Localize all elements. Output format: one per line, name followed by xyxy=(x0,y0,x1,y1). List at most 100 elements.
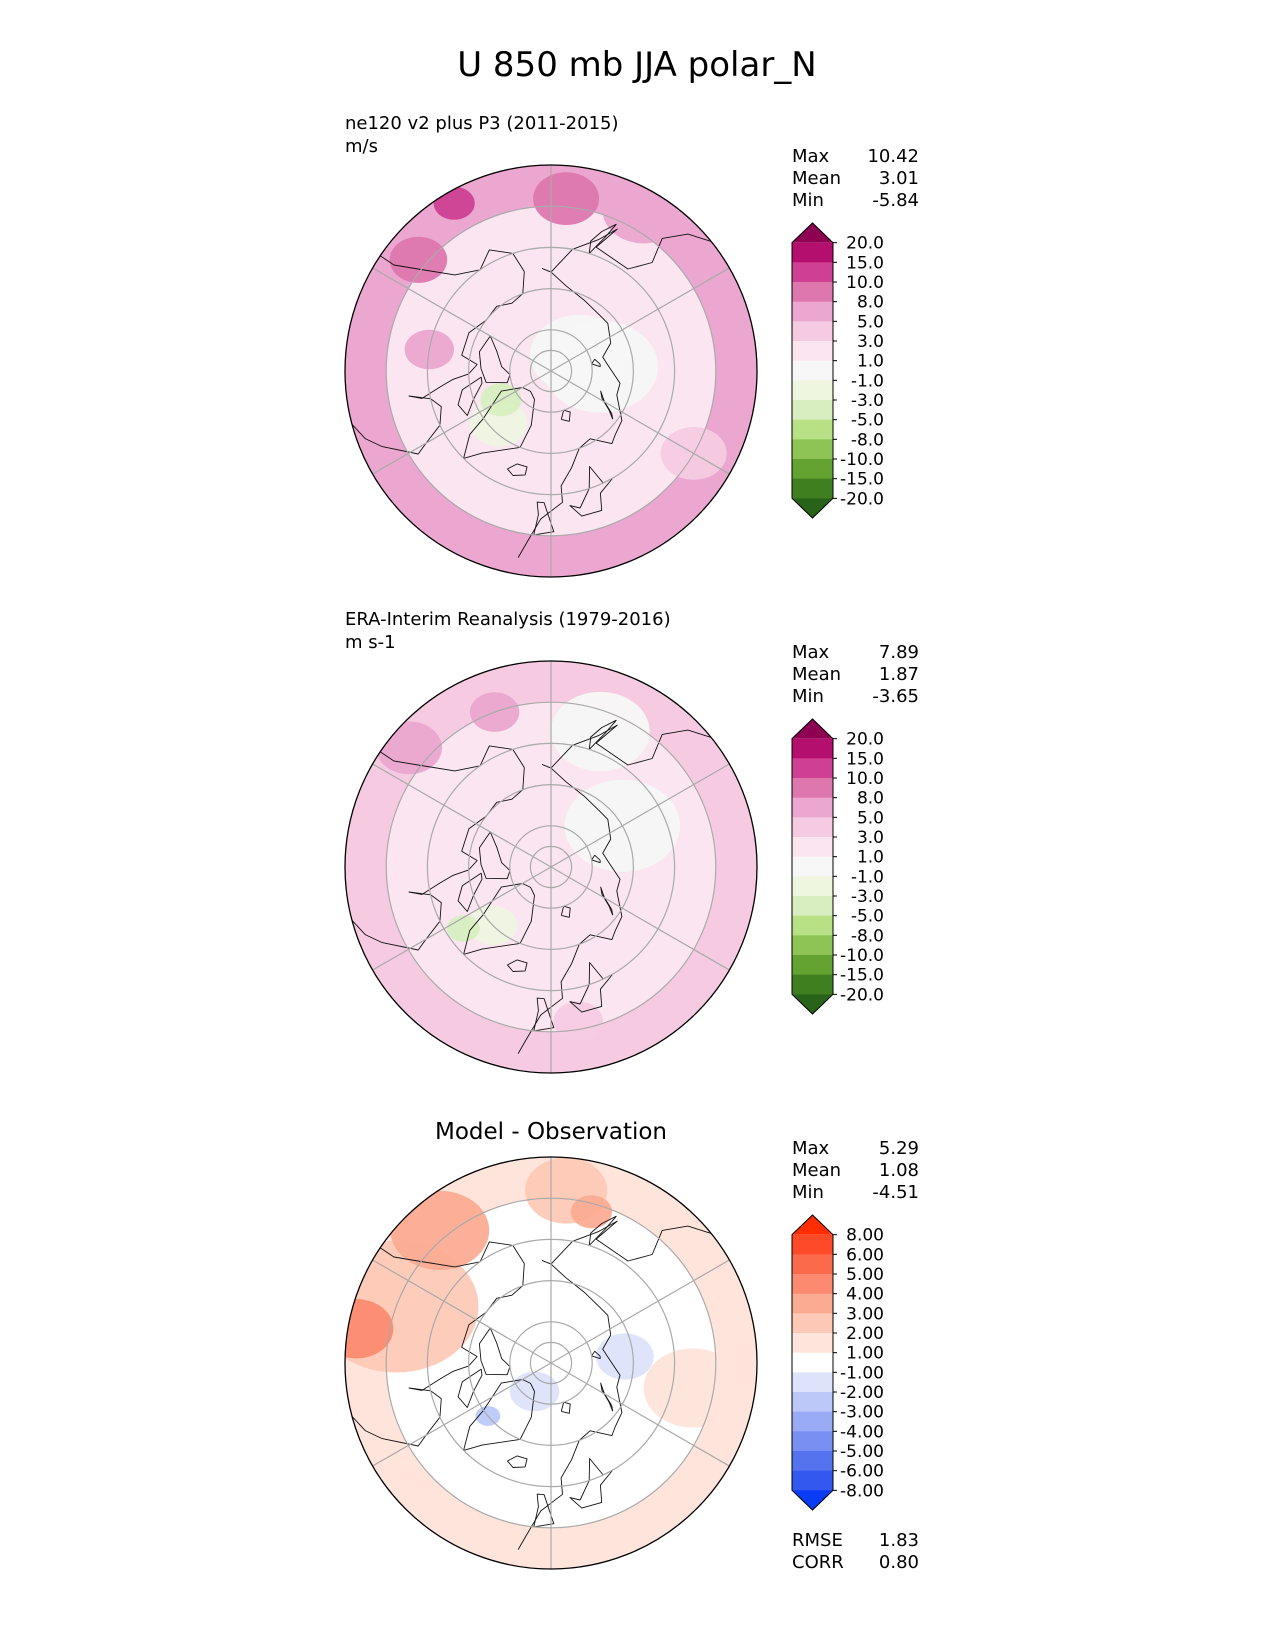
coastline xyxy=(560,905,571,918)
meridian-line xyxy=(550,866,748,981)
stat-label: Min xyxy=(792,190,824,211)
colorbar-swatch xyxy=(792,380,833,401)
coastline xyxy=(550,1220,712,1265)
field-region xyxy=(376,721,442,775)
coastline xyxy=(560,409,571,422)
colorbar-tick-label: -2.00 xyxy=(840,1383,884,1403)
panels: ne120 v2 plus P3 (2011-2015)m/s Max 10.42 M… xyxy=(344,113,919,1573)
colorbar-swatch xyxy=(792,837,833,858)
coastline xyxy=(379,249,525,276)
colorbar-tick-label: -15.0 xyxy=(840,966,884,986)
coastline xyxy=(560,1401,571,1414)
colorbar-tick-label: -1.0 xyxy=(851,371,884,391)
panel-units: m/s xyxy=(345,136,378,157)
coastline xyxy=(457,872,483,912)
field-region xyxy=(596,1333,654,1380)
stat-value: -4.51 xyxy=(872,1182,919,1203)
meridian-line xyxy=(550,370,748,485)
colorbar-tick-label: -3.0 xyxy=(851,887,884,907)
colorbar-tick-label: -5.0 xyxy=(851,411,884,431)
colorbar-extend-min xyxy=(792,498,833,518)
colorbar-tick-label: 2.00 xyxy=(846,1324,884,1344)
field-region xyxy=(550,691,650,772)
stat-value: 7.89 xyxy=(879,642,919,663)
colorbar-tick-label: -1.00 xyxy=(840,1363,884,1383)
colorbar-tick-label: -8.0 xyxy=(851,430,884,450)
colorbar-tick-label: 3.0 xyxy=(857,332,884,352)
coastline xyxy=(533,1493,555,1528)
colorbar-tick-label: 20.0 xyxy=(846,234,884,254)
coastline xyxy=(463,387,535,459)
colorbar-tick-label: -10.0 xyxy=(840,450,884,470)
coastline xyxy=(379,745,525,772)
colorbar-tick-label: 3.0 xyxy=(857,828,884,848)
panel-left-title: ne120 v2 plus P3 (2011-2015) xyxy=(345,113,619,134)
colorbar-swatch xyxy=(792,478,833,499)
colorbar-swatch xyxy=(792,1352,833,1373)
meridian-line xyxy=(550,257,748,372)
colorbar-swatch xyxy=(792,242,833,263)
stat-value: 10.42 xyxy=(867,146,919,167)
meridian-line xyxy=(550,1249,748,1364)
coastline xyxy=(457,1368,483,1408)
colorbar-swatch xyxy=(792,896,833,917)
colorbar-swatch xyxy=(792,419,833,440)
coastline xyxy=(591,1350,601,1360)
coastline xyxy=(550,724,712,769)
coastline xyxy=(588,1215,617,1246)
meridian-line xyxy=(550,1362,748,1477)
colorbar-swatch xyxy=(792,360,833,381)
stat-label: Max xyxy=(792,146,830,167)
field-region xyxy=(345,1299,394,1359)
coastline xyxy=(600,886,614,916)
colorbar-swatch xyxy=(792,1274,833,1295)
coastline xyxy=(591,358,601,368)
map-boundary xyxy=(344,660,758,1074)
colorbar-swatch xyxy=(792,955,833,976)
coastline xyxy=(550,228,712,273)
field-region xyxy=(570,1195,613,1229)
colorbar-tick-label: 15.0 xyxy=(846,749,884,769)
colorbar-tick-label: -15.0 xyxy=(840,470,884,490)
colorbar-tick-label: 10.0 xyxy=(846,769,884,789)
stat-value: 3.01 xyxy=(879,168,919,189)
coastline xyxy=(588,719,617,750)
stat-value: -3.65 xyxy=(872,686,919,707)
meridian-line xyxy=(354,257,552,372)
colorbar-tick-label: 6.00 xyxy=(846,1245,884,1265)
colorbar-tick-label: 5.0 xyxy=(857,808,884,828)
colorbar-swatch xyxy=(792,321,833,342)
colorbar-extend-max xyxy=(792,719,833,739)
colorbar-swatch xyxy=(792,1411,833,1432)
coastline xyxy=(463,883,535,955)
map-boundary xyxy=(344,1156,758,1570)
colorbar-tick-label: 5.0 xyxy=(857,312,884,332)
colorbar-swatch xyxy=(792,282,833,303)
colorbar-swatch xyxy=(792,915,833,936)
colorbar-tick-label: 8.00 xyxy=(846,1226,884,1246)
colorbar-swatch xyxy=(792,738,833,759)
colorbar-swatch xyxy=(792,1254,833,1275)
coastline xyxy=(591,854,601,864)
panel-reference: ERA-Interim Reanalysis (1979-2016)m s-1 M… xyxy=(344,609,919,1074)
colorbar-tick-label: -5.0 xyxy=(851,907,884,927)
coastline xyxy=(600,390,614,420)
colorbar-extend-min xyxy=(792,1490,833,1510)
map-diff xyxy=(345,1157,757,1569)
colorbar-swatch xyxy=(792,797,833,818)
colorbar-tick-label: -3.00 xyxy=(840,1403,884,1423)
colorbar-tick-label: 1.0 xyxy=(857,352,884,372)
map-test xyxy=(345,165,757,577)
colorbar-tick-label: 5.00 xyxy=(846,1265,884,1285)
colorbar-swatch xyxy=(792,758,833,779)
colorbar-extend-min xyxy=(792,994,833,1014)
meridian-line xyxy=(354,1362,552,1477)
coastline xyxy=(478,335,511,384)
coastline xyxy=(478,831,511,880)
colorbar-tick-label: -4.00 xyxy=(840,1422,884,1442)
meridian-line xyxy=(550,753,748,868)
field-region xyxy=(533,172,600,226)
colorbar-tick-label: -3.0 xyxy=(851,391,884,411)
meridian-line xyxy=(354,866,552,981)
